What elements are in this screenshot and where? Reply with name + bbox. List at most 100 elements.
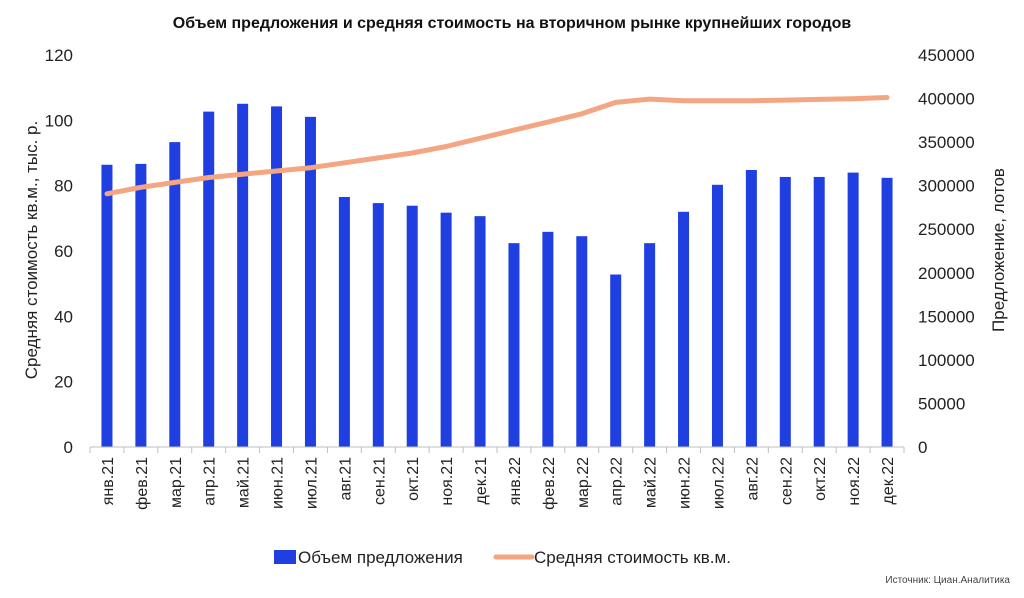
- x-tick-label: дек.22: [880, 457, 897, 505]
- y-right-tick-label: 350000: [918, 133, 975, 152]
- line-point: [343, 162, 345, 164]
- x-tick-label: ноя.21: [439, 457, 456, 506]
- bar: [881, 177, 893, 447]
- line-point: [852, 98, 854, 100]
- line-point: [547, 121, 549, 123]
- y-right-tick-label: 100000: [918, 351, 975, 370]
- x-tick-label: окт.21: [405, 457, 422, 501]
- line-point: [309, 167, 311, 169]
- legend-label-bars: Объем предложения: [298, 548, 463, 567]
- x-tick-label: окт.22: [812, 457, 829, 501]
- y-right-tick-label: 450000: [918, 46, 975, 65]
- bar: [610, 274, 622, 447]
- line-point: [276, 170, 278, 172]
- y-left-tick-label: 80: [54, 177, 73, 196]
- bar: [508, 243, 520, 447]
- bar: [644, 243, 656, 447]
- x-tick-label: дек.21: [473, 457, 490, 505]
- y-left-tick-label: 20: [54, 373, 73, 392]
- source-note: Источник: Циан.Аналитика: [885, 575, 1010, 586]
- y-left-tick-label: 120: [45, 46, 73, 65]
- line-point: [140, 186, 142, 188]
- y-right-tick-label: 50000: [918, 394, 965, 413]
- x-tick-labels: янв.21 фев.21 мар.21 апр.21 май.21 июн.21 июл.…: [100, 457, 897, 510]
- x-tick-label: июн.21: [270, 457, 287, 509]
- line-point: [750, 100, 752, 102]
- y-right-tick-label: 300000: [918, 177, 975, 196]
- line-group: [104, 95, 890, 197]
- y-left-tick-label: 0: [64, 438, 73, 457]
- x-tick-label: мар.21: [168, 457, 185, 508]
- bar: [440, 212, 452, 447]
- x-tick-label: сен.22: [778, 457, 795, 505]
- bar: [847, 172, 859, 447]
- line-point: [242, 173, 244, 175]
- x-tick-label: сен.21: [371, 457, 388, 505]
- bar: [338, 196, 350, 447]
- bar: [711, 184, 723, 447]
- bar: [474, 216, 486, 447]
- bars-group: [101, 103, 893, 448]
- y-right-tick-label: 0: [918, 438, 927, 457]
- line-point: [886, 96, 888, 98]
- y-left-tick-label: 100: [45, 111, 73, 130]
- x-tick-label: авг.22: [744, 457, 761, 501]
- x-tick-label: май.22: [643, 457, 660, 508]
- x-tick-label: июн.22: [677, 457, 694, 509]
- y-left-tick-label: 60: [54, 242, 73, 261]
- line-point: [818, 98, 820, 100]
- bar: [203, 111, 215, 447]
- bar: [169, 142, 181, 447]
- bar: [372, 203, 384, 447]
- bar: [576, 236, 588, 447]
- y-right-axis-label: Предложение, лотов: [989, 168, 1008, 332]
- x-tick-label: янв.22: [507, 457, 524, 505]
- line-point: [513, 129, 515, 131]
- x-tick-label: мар.22: [575, 457, 592, 508]
- line-point: [649, 98, 651, 100]
- y-left-tick-label: 40: [54, 307, 73, 326]
- x-tick-label: ноя.22: [846, 457, 863, 506]
- y-right-tick-label: 400000: [918, 90, 975, 109]
- line-point: [784, 99, 786, 101]
- line-point: [716, 100, 718, 102]
- bar: [271, 106, 283, 447]
- bar: [304, 116, 316, 448]
- x-tick-label: июл.21: [303, 457, 320, 509]
- line-point: [208, 177, 210, 178]
- x-tick-label: фев.22: [541, 457, 558, 510]
- line-point: [174, 181, 176, 183]
- x-tick-marks: [89, 447, 905, 453]
- y-left-ticks: 0 20 40 60 80 100 120: [45, 46, 73, 457]
- bar: [678, 211, 690, 447]
- legend-label-line: Средняя стоимость кв.м.: [534, 548, 731, 567]
- bar: [542, 231, 554, 447]
- line-point: [411, 152, 413, 154]
- line-point: [581, 113, 583, 115]
- chart-title: Объем предложения и средняя стоимость на…: [173, 15, 852, 32]
- bar: [135, 163, 147, 447]
- legend: Объем предложения Средняя стоимость кв.м…: [274, 548, 731, 567]
- bar: [779, 176, 791, 447]
- x-tick-label: авг.21: [337, 457, 354, 501]
- line-point: [445, 145, 447, 147]
- line-point: [683, 100, 685, 102]
- series-line: [104, 95, 890, 197]
- legend-swatch-bars: [274, 550, 296, 564]
- x-tick-label: апр.22: [609, 457, 626, 506]
- bar: [101, 164, 113, 447]
- bar: [813, 176, 825, 447]
- x-tick-label: фев.21: [134, 457, 151, 510]
- bar: [406, 205, 418, 447]
- y-right-tick-label: 200000: [918, 264, 975, 283]
- y-right-tick-label: 150000: [918, 307, 975, 326]
- x-tick-label: янв.21: [100, 457, 117, 505]
- x-tick-label: апр.21: [202, 457, 219, 506]
- x-tick-label: июл.22: [710, 457, 727, 509]
- line-point: [106, 193, 108, 195]
- bar: [745, 169, 757, 447]
- bar: [237, 103, 249, 447]
- line-point: [615, 101, 617, 103]
